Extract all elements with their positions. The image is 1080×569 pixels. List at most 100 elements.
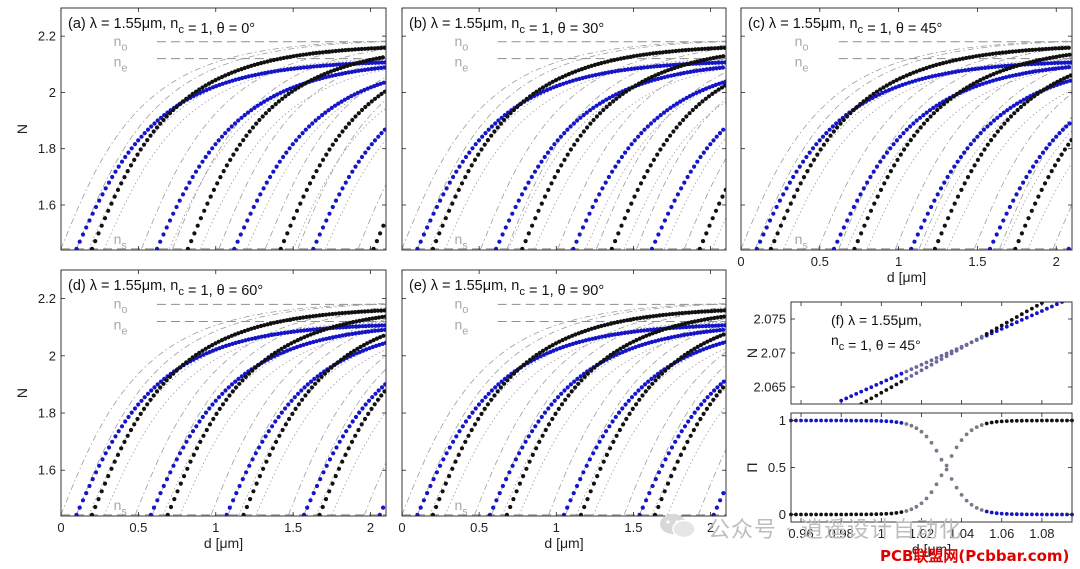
- blue-point: [1009, 322, 1014, 327]
- blue-mode-point: [606, 333, 611, 338]
- black-mode-point: [337, 323, 343, 328]
- black-mode-point: [1018, 104, 1024, 110]
- black-mode-point: [939, 231, 944, 236]
- blue-mode-point: [717, 131, 723, 136]
- black-mode-point: [382, 45, 386, 50]
- blue-mode-point: [771, 211, 776, 216]
- blue-mode-point: [136, 138, 141, 143]
- blue-mode-point: [463, 154, 469, 160]
- black-mode-point: [618, 56, 623, 61]
- black-mode-point: [700, 239, 706, 244]
- black-mode-point: [595, 474, 600, 479]
- guide-curve: [741, 40, 1072, 250]
- black-mode-point: [366, 46, 371, 51]
- black-mode-point: [619, 223, 624, 228]
- black-mode-point: [371, 246, 376, 250]
- blue-mode-point: [688, 169, 693, 174]
- black-mode-point: [172, 497, 177, 502]
- blue-mode-point: [288, 66, 294, 72]
- black-mode-point: [268, 321, 273, 326]
- blue-mode-point: [357, 324, 362, 329]
- blue-mode-point: [661, 110, 667, 115]
- blue-mode-point: [336, 101, 341, 106]
- blue-mode-point: [376, 328, 381, 333]
- blue-mode-point: [583, 338, 589, 343]
- black-mode-point: [927, 64, 932, 69]
- black-mode-point: [664, 49, 669, 55]
- black-mode-point: [362, 46, 368, 51]
- blue-mode-point: [291, 346, 296, 351]
- black-mode-point: [332, 362, 337, 367]
- blue-mode-point: [197, 164, 202, 169]
- black-mode-point: [205, 201, 210, 206]
- black-mode-point: [978, 78, 983, 83]
- blue-mode-point: [1042, 61, 1047, 66]
- blue-mode-point: [708, 391, 714, 396]
- blue-mode-point: [223, 131, 228, 136]
- blue-mode-point: [302, 385, 307, 390]
- blue-mode-point: [702, 398, 707, 403]
- black-mode-point: [649, 74, 655, 80]
- black-mode-point: [907, 72, 913, 77]
- black-mode-point: [274, 439, 279, 444]
- black-mode-point: [690, 107, 695, 113]
- panel-title: (a) λ = 1.55μm, nc = 1, θ = 0°: [68, 16, 255, 37]
- black-mode-point: [648, 163, 653, 168]
- blue-mode-point: [723, 79, 726, 84]
- blue-mode-point: [834, 121, 839, 126]
- black-mode-point: [1012, 111, 1017, 116]
- blue-point: [864, 418, 869, 423]
- black-mode-point: [702, 46, 708, 51]
- black-mode-point: [1017, 48, 1022, 54]
- black-mode-point: [109, 201, 114, 206]
- black-mode-point: [434, 504, 439, 510]
- black-point: [819, 512, 823, 517]
- blue-mode-point: [887, 87, 892, 93]
- blue-mode-point: [679, 429, 684, 434]
- blue-mode-point: [116, 164, 121, 169]
- black-mode-point: [346, 310, 351, 315]
- blue-point: [839, 418, 844, 423]
- blue-mode-point: [681, 97, 686, 102]
- black-point: [1060, 290, 1064, 294]
- blue-mode-point: [340, 186, 345, 191]
- black-mode-point: [201, 433, 206, 438]
- black-point: [1035, 418, 1039, 423]
- blue-mode-point: [213, 142, 218, 147]
- black-mode-point: [359, 46, 364, 52]
- blue-mode-point: [523, 186, 528, 191]
- blue-mode-point: [1036, 61, 1041, 66]
- blue-mode-point: [344, 429, 349, 434]
- blue-mode-point: [356, 68, 361, 73]
- black-mode-point: [703, 96, 708, 101]
- blue-mode-point: [710, 323, 715, 328]
- blue-mode-point: [366, 323, 372, 328]
- blue-mode-point: [281, 154, 286, 160]
- black-mode-point: [524, 360, 529, 365]
- black-mode-point: [667, 312, 672, 317]
- blue-mode-point: [653, 239, 658, 244]
- guide-curve: [918, 63, 1072, 250]
- black-mode-point: [818, 147, 823, 152]
- black-mode-point: [721, 332, 726, 337]
- black-mode-point: [624, 416, 629, 422]
- black-mode-point: [232, 69, 238, 74]
- black-mode-point: [272, 350, 278, 355]
- blue-mode-point: [603, 334, 608, 339]
- blue-mode-point: [200, 159, 205, 164]
- black-mode-point: [247, 129, 252, 134]
- y-tick-label: 2: [49, 348, 56, 363]
- black-mode-point: [265, 322, 270, 327]
- blue-mode-point: [232, 246, 237, 250]
- black-mode-point: [537, 350, 542, 355]
- black-mode-point: [254, 121, 259, 126]
- black-mode-point: [336, 48, 342, 53]
- black-mode-point: [716, 87, 721, 92]
- blue-mode-point: [421, 232, 426, 237]
- blue-mode-point: [980, 81, 986, 86]
- blue-mode-point: [340, 71, 345, 76]
- black-mode-point: [970, 54, 976, 59]
- black-mode-point: [565, 152, 570, 157]
- black-point: [964, 432, 969, 437]
